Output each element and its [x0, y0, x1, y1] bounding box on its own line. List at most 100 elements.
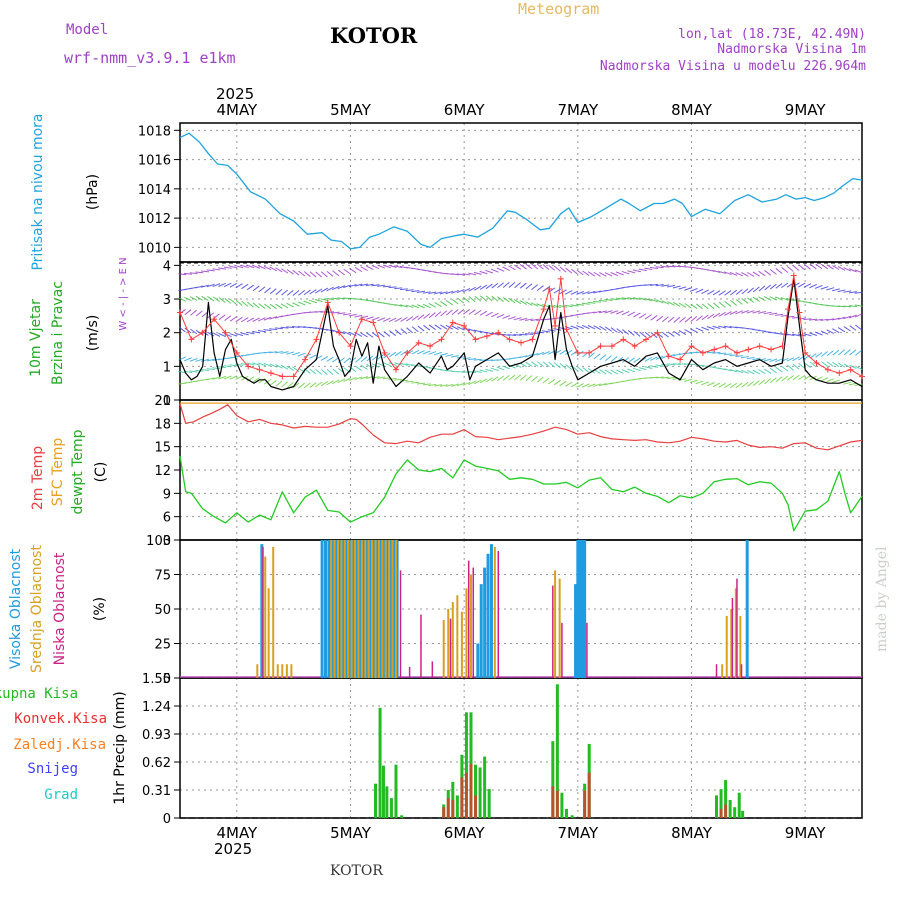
precip-bar-convective: [474, 795, 478, 818]
wind-arrow: [337, 285, 346, 290]
wind-arrow: [258, 303, 266, 309]
panels: 1010101210141016101801234369121518210255…: [138, 122, 865, 827]
cloud-bar-mid: [276, 664, 279, 678]
wind-arrow: [371, 284, 380, 287]
wind-arrow: [627, 357, 635, 364]
cloud-bar-mid: [465, 588, 468, 678]
wind-arrow: [798, 264, 806, 271]
wind-arrow: [343, 377, 351, 382]
precip-bar-total: [487, 789, 491, 818]
wind-speed-line: [179, 278, 863, 391]
wind-arrow: [655, 299, 664, 304]
cloud-bar-high: [368, 540, 372, 678]
wind-arrow: [621, 270, 630, 275]
wind-arrow: [303, 271, 311, 277]
pressure-line: [179, 132, 863, 250]
wind-arrow: [468, 380, 476, 385]
wind-arrow: [854, 291, 863, 294]
wind-arrow: [309, 271, 317, 278]
wind-arrow: [644, 366, 653, 369]
cloud-bar-high: [330, 540, 334, 678]
cloud-bar-mid: [364, 540, 367, 678]
wind-arrow: [786, 357, 795, 362]
wind-arrow: [843, 315, 852, 320]
wind-arrow: [257, 330, 266, 333]
wind-arrow: [831, 317, 840, 321]
wind-arrow: [513, 317, 522, 321]
cloud-bar-mid: [367, 540, 370, 678]
wind-arrow: [309, 368, 317, 375]
cloud-bar-mid: [377, 540, 380, 678]
wind-arrow: [513, 298, 522, 305]
wind-arrow: [542, 377, 550, 384]
model-name: wrf-nmm_v3.9.1 e1km: [64, 49, 236, 67]
wind-arrow: [400, 316, 408, 322]
wind-arrow: [218, 314, 226, 321]
wind-arrow: [496, 313, 505, 319]
wind-arrow: [837, 289, 846, 293]
wind-arrow: [826, 318, 835, 321]
wind-arrow: [235, 265, 244, 269]
wind-arrow: [536, 263, 544, 270]
wind-arrow: [587, 311, 596, 314]
precip-bar-convective: [446, 798, 450, 818]
x-tick-label-bottom: 7MAY: [557, 824, 599, 842]
wind-arrow: [490, 268, 499, 273]
wind-arrow: [263, 351, 272, 354]
x-tick-label-top: 9MAY: [785, 101, 827, 119]
cloud-bar-low: [408, 666, 411, 678]
cloud-bar-high: [483, 567, 487, 678]
credit-text: made by Angel: [874, 546, 890, 652]
wind-arrow: [814, 331, 823, 336]
wind-arrow: [724, 300, 732, 307]
wind-arrow: [672, 353, 681, 357]
wind-arrow: [718, 290, 726, 296]
wind-arrow: [433, 384, 443, 387]
precip-bar-convective: [460, 777, 464, 818]
wind-arrow: [684, 329, 692, 334]
wind-arrow: [576, 383, 584, 388]
wind-arrow: [650, 315, 658, 321]
precip-legend-item: Konvek.Kisa: [14, 711, 107, 727]
lonlat-text: lon,lat (18.73E, 42.49N): [678, 27, 866, 42]
wind-arrow: [661, 363, 670, 367]
wind-arrow: [292, 366, 300, 372]
cloud-bar-mid: [442, 620, 445, 678]
wind-arrow: [826, 287, 835, 291]
wind-arrow: [587, 324, 596, 330]
wind-arrow: [502, 266, 511, 271]
wind-arrow: [576, 366, 584, 372]
temperature-ytick-label: 9: [163, 487, 171, 502]
wind-arrow: [826, 264, 834, 270]
cloud-bar-mid: [374, 540, 377, 678]
cloud-bar-mid: [340, 540, 343, 678]
wind-arrow: [525, 263, 533, 270]
wind-arrow: [735, 310, 744, 315]
wind-arrow: [332, 270, 340, 277]
cloud-bar-high: [354, 540, 358, 678]
pressure-ytick-label: 1016: [138, 154, 171, 169]
wind-arrow: [724, 311, 732, 316]
wind-arrow: [445, 309, 453, 316]
wind-arrow: [565, 267, 573, 274]
wind-arrow: [775, 358, 783, 363]
wind-arrow: [229, 375, 238, 380]
cloud-bar-mid: [333, 540, 336, 678]
wind-arrow: [388, 317, 397, 323]
wind-arrow: [832, 361, 840, 368]
wind-arrow: [195, 295, 204, 301]
wind-arrow: [837, 327, 846, 333]
cloud-bar-high: [361, 540, 365, 678]
wind-arrow: [178, 297, 187, 302]
cloud-bar-low: [449, 618, 452, 678]
wind-arrow: [507, 316, 516, 320]
wind-arrow: [667, 284, 676, 288]
wind-arrow: [718, 325, 727, 329]
wind-ytick-label: 1: [163, 360, 171, 375]
wind-arrow: [798, 374, 806, 381]
wind-arrow: [621, 310, 630, 316]
wind-arrow: [519, 264, 527, 270]
wind-arrow: [246, 264, 255, 269]
wind-arrow: [422, 303, 431, 309]
wind-arrow: [723, 353, 732, 356]
